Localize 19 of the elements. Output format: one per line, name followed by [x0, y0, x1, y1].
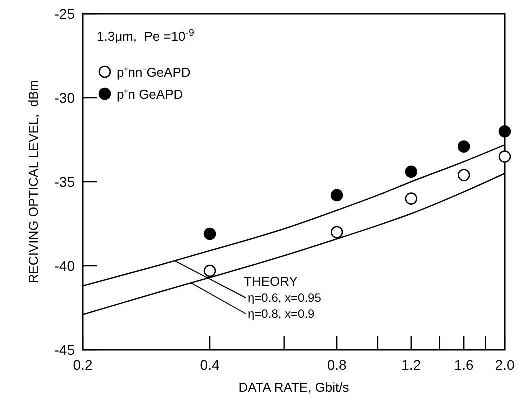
y-tick-label: -30 [54, 90, 76, 106]
annotation: 1.3μm, Pe =10$^{-9}$ [97, 28, 194, 44]
x-tick-label: 0.4 [200, 357, 220, 373]
x-tick-label: 1.2 [402, 357, 422, 373]
y-axis-title: RECIVING OPTICAL LEVEL, dBm [26, 80, 41, 284]
legend-label: p⁺nn⁻GeAPD [117, 65, 191, 80]
x-tick-label: 1.6 [454, 357, 474, 373]
y-tick-label: -25 [54, 6, 76, 22]
y-tick-label: -40 [54, 258, 76, 274]
annotation: THEORY [244, 274, 298, 289]
x-axis-title: DATA RATE, Gbit/s [238, 380, 350, 395]
x-tick-label: 2.0 [495, 357, 515, 373]
legend-label: p⁺n GeAPD [117, 87, 184, 102]
y-tick-label: -35 [54, 174, 76, 190]
x-tick-label: 0.8 [327, 357, 348, 373]
y-tick-label: -45 [54, 342, 76, 358]
annotation: η=0.8, x=0.9 [248, 307, 316, 321]
annotation: η=0.6, x=0.95 [248, 291, 322, 305]
x-tick-label: 0.2 [73, 357, 93, 373]
